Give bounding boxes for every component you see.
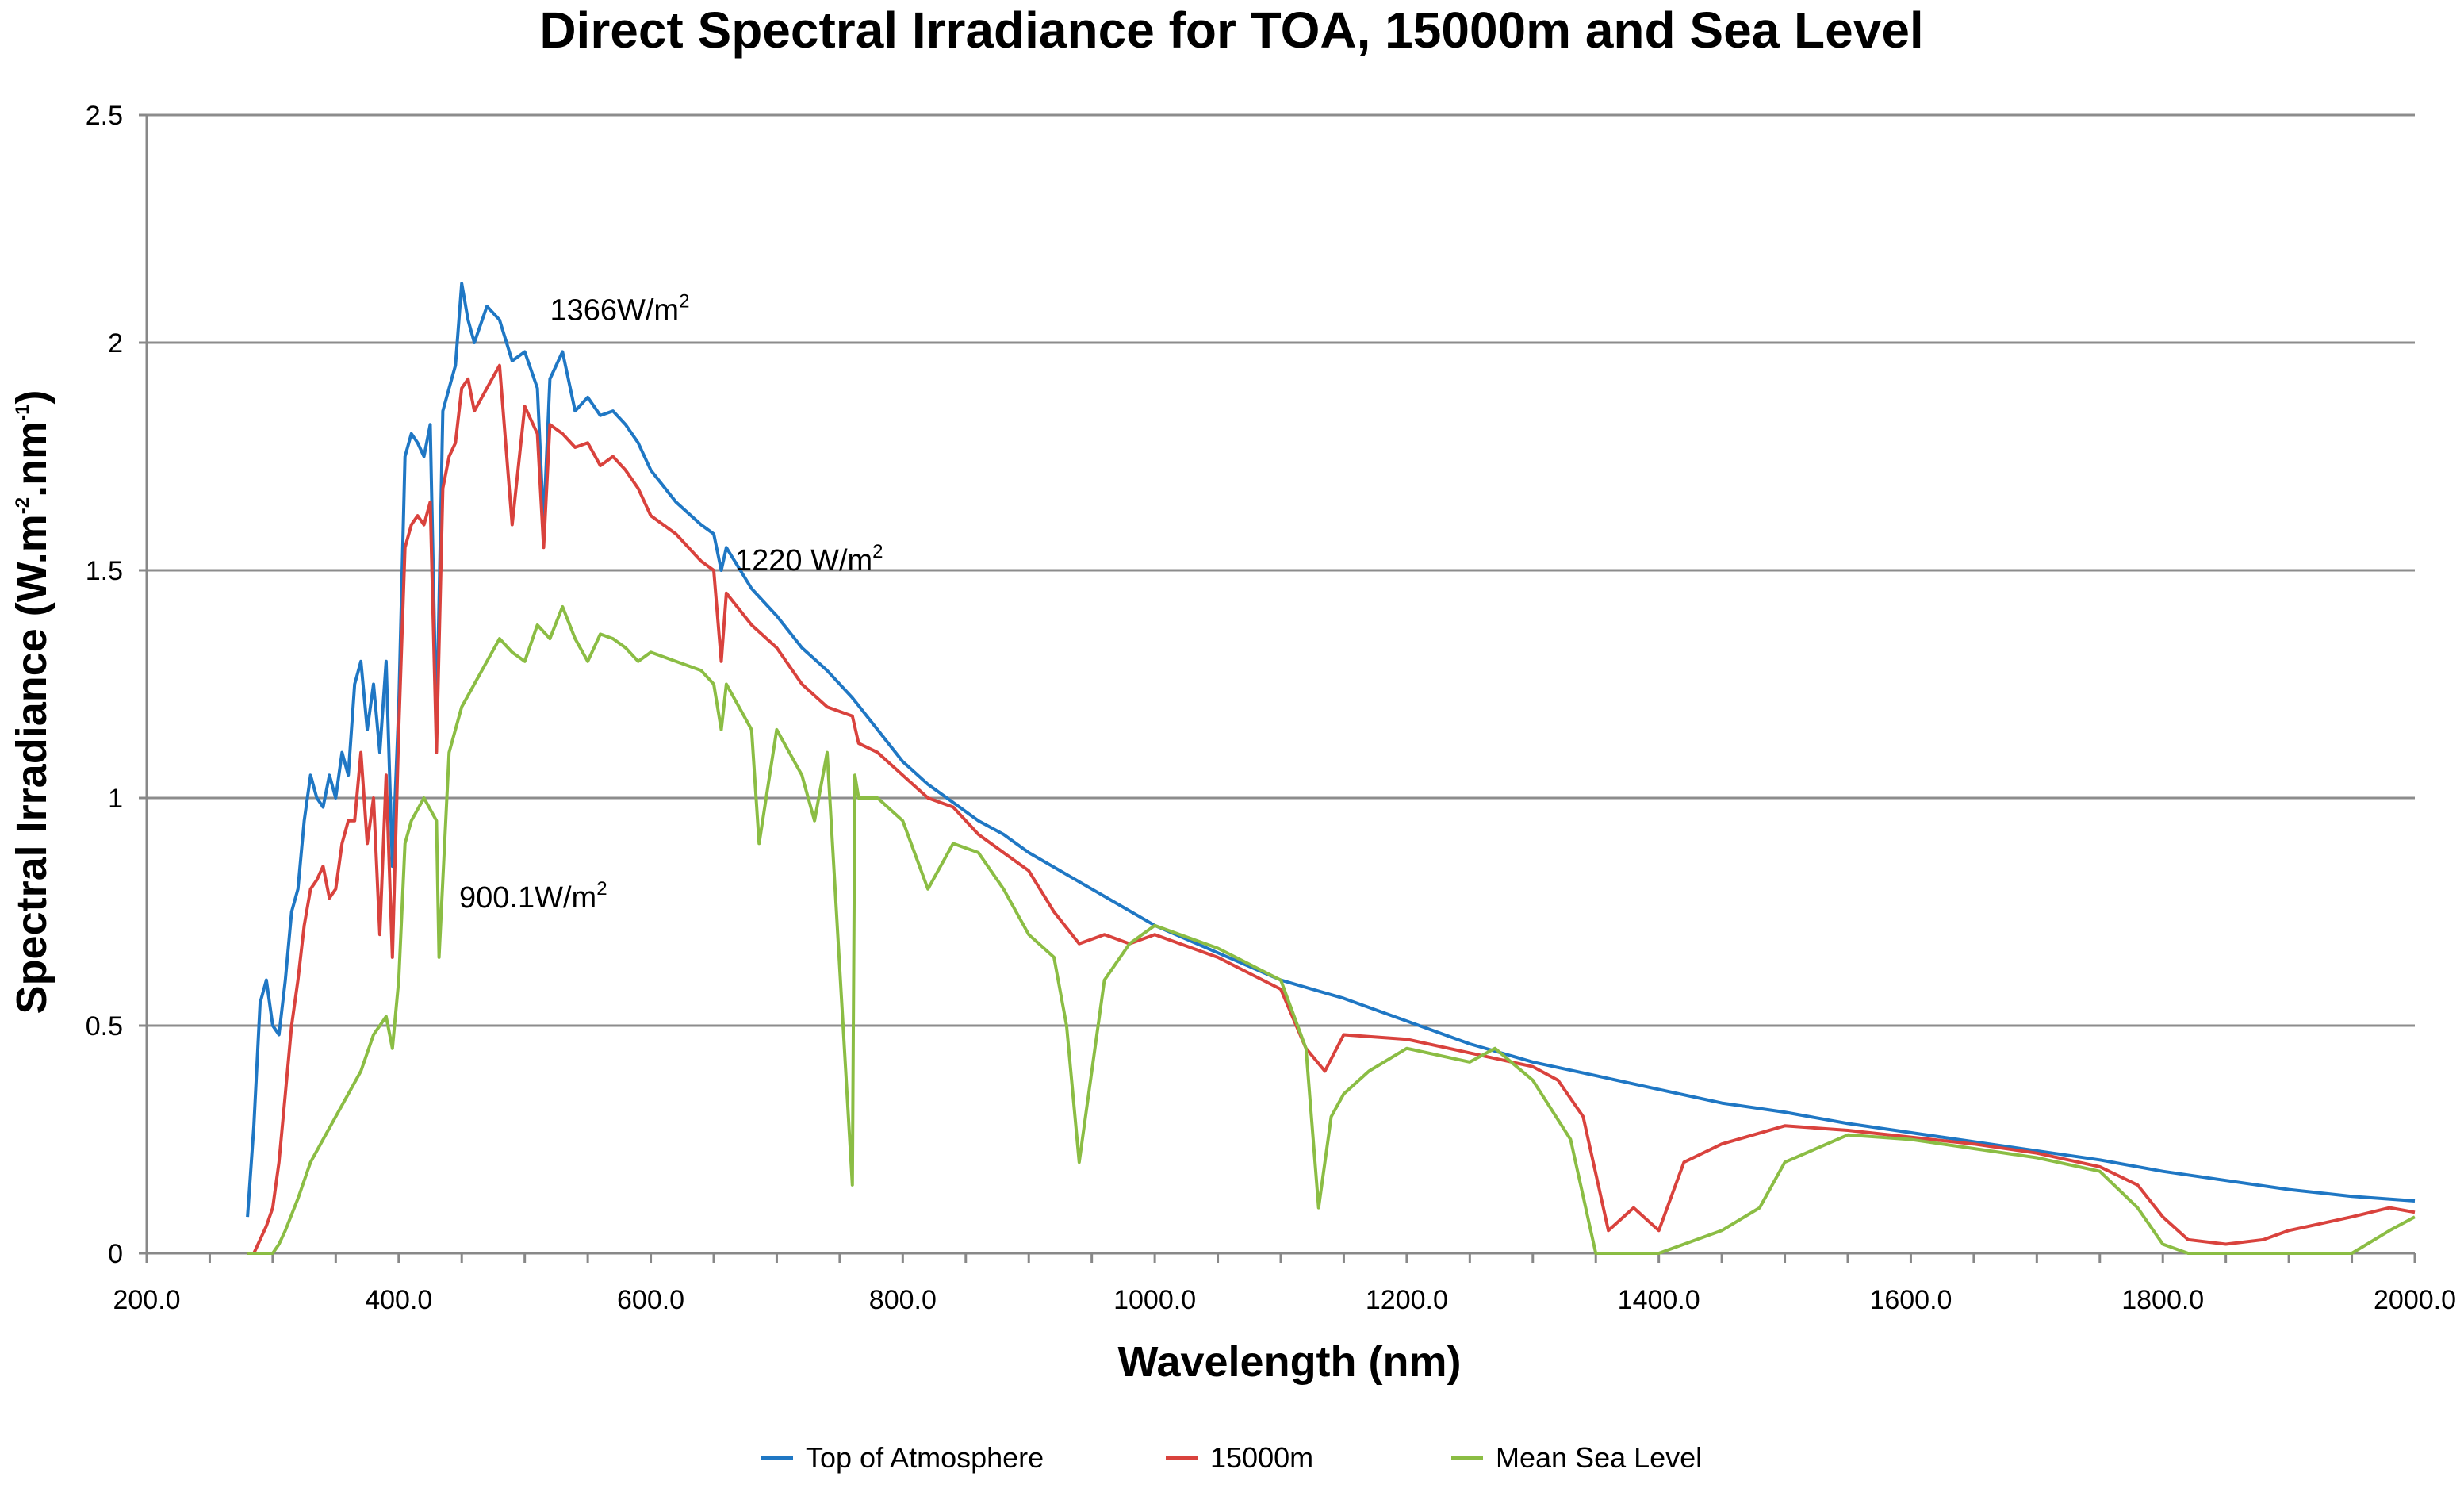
x-axis-ticks: 200.0 400.0 600.0 800.0 1000.0 1200.0 1400.0 16… — [113, 1253, 2456, 1315]
gridlines — [147, 113, 2415, 1027]
y-tick-label: 0.5 — [86, 1011, 123, 1041]
x-tick-label: 800.0 — [869, 1285, 937, 1315]
y-tick-label: 2.5 — [86, 101, 123, 131]
x-tick-label: 1000.0 — [1113, 1285, 1196, 1315]
legend: Top of Atmosphere 15000m Mean Sea Level — [761, 1441, 1702, 1474]
annotation-label: 1366W/m2 — [550, 290, 689, 327]
y-axis-title-end: ) — [8, 390, 56, 405]
x-tick-label: 1200.0 — [1366, 1285, 1448, 1315]
y-axis-title-sup2: -1 — [12, 405, 33, 421]
axes — [139, 115, 2415, 1261]
x-tick-label: 600.0 — [617, 1285, 684, 1315]
legend-label: Mean Sea Level — [1496, 1441, 1702, 1474]
y-tick-label: 0 — [108, 1239, 123, 1269]
legend-label: Top of Atmosphere — [806, 1441, 1044, 1474]
series-line-15000m — [247, 363, 2416, 1255]
x-tick-label: 2000.0 — [2374, 1285, 2456, 1315]
y-axis-title: Spectral Irradiance (W.m-2.nm-1) — [8, 390, 56, 1015]
chart-title: Direct Spectral Irradiance for TOA, 1500… — [539, 2, 1923, 59]
x-axis-title: Wavelength (nm) — [1117, 1338, 1461, 1386]
x-tick-label: 1400.0 — [1618, 1285, 1700, 1315]
series-lines — [246, 282, 2416, 1255]
series-line-mean-sea-level — [247, 604, 2416, 1255]
annotations: 1366W/m2 1220 W/m2 900.1W/m2 — [459, 290, 883, 914]
y-tick-label: 2 — [108, 328, 123, 359]
x-tick-label: 1600.0 — [1869, 1285, 1952, 1315]
y-axis-title-base: Spectral Irradiance (W.m — [8, 514, 56, 1014]
x-tick-label: 1800.0 — [2121, 1285, 2204, 1315]
y-tick-label: 1 — [108, 784, 123, 814]
y-axis-ticks: 0 0.5 1 1.5 2 2.5 — [86, 101, 147, 1269]
y-axis-title-mid: .nm — [8, 421, 56, 497]
annotation-label: 900.1W/m2 — [459, 878, 607, 915]
y-tick-label: 1.5 — [86, 556, 123, 586]
annotation-label: 1220 W/m2 — [735, 541, 883, 577]
y-axis-title-sup1: -2 — [12, 497, 33, 514]
x-tick-label: 400.0 — [365, 1285, 432, 1315]
x-tick-label: 200.0 — [113, 1285, 180, 1315]
legend-label: 15000m — [1210, 1441, 1313, 1474]
series-line-top-of-atmosphere — [246, 282, 2416, 1218]
